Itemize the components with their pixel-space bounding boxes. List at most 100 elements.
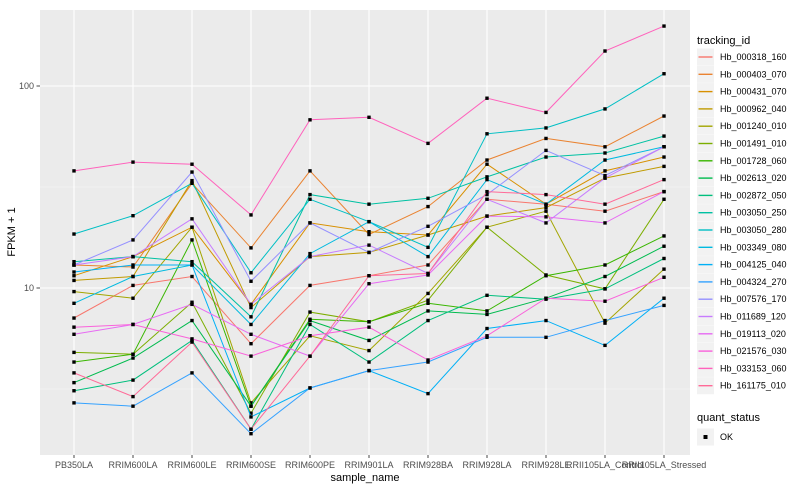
legend-item: Hb_000962_040 [697,100,787,118]
data-point-marker [603,274,607,279]
data-point-marker [308,386,312,390]
data-point-marker [485,309,489,313]
data-point-marker [249,427,253,431]
data-point-marker [662,197,666,201]
data-point-marker [131,263,135,267]
data-point-marker [544,192,548,197]
data-point-marker [485,214,489,218]
data-point-marker [603,263,607,267]
x-axis: PB350LA RRIM600LA RRIM600LE RRIM600SE RRIM60… [55,455,706,470]
series-Hb_161175_010 [72,177,666,431]
data-point-marker [603,49,607,53]
data-point-marker [131,274,135,279]
data-point-marker [72,301,76,305]
data-point-marker [485,189,489,194]
data-point-marker [544,110,548,115]
series-Hb_033153_060 [72,24,666,217]
legend-item: Hb_001728_060 [697,152,787,170]
legend-item: Hb_000431_070 [697,83,787,101]
data-point-marker [485,326,489,331]
legend-item-label: Hb_001240_010 [720,121,787,131]
legend-quant-label: OK [720,432,733,442]
data-point-marker [367,229,371,234]
legend-item: Hb_004125_040 [697,256,787,274]
data-point-marker [72,360,76,364]
data-point-marker [249,213,253,217]
data-point-marker [485,175,489,179]
legend-item: Hb_002872_050 [697,186,787,204]
legend-item-label: Hb_007576_170 [720,294,787,304]
data-point-marker [72,401,76,405]
data-point-marker [603,169,607,173]
legend-items: Hb_000318_160 Hb_000403_070 Hb_000431_070 H… [697,48,787,395]
x-tick-label: RRII105LA_Stressed [622,460,707,470]
legend-tracking-title: tracking_id [697,35,750,47]
data-point-marker [131,213,135,218]
data-point-marker [249,246,253,250]
x-tick-label: RRIM928LE [521,460,570,470]
series-Hb_003050_250 [72,134,666,319]
legend-item-label: Hb_004125_040 [720,260,787,270]
data-point-marker [426,271,430,276]
data-point-marker [72,289,76,294]
data-point-marker [190,340,194,344]
legend-item-label: Hb_000403_070 [720,69,787,79]
data-point-marker [662,114,666,118]
data-point-marker [367,243,371,247]
data-point-marker [662,189,666,194]
data-point-marker [72,380,76,385]
legend-item: Hb_003349_080 [697,238,787,256]
data-point-marker [249,354,253,358]
data-point-marker [367,338,371,343]
data-point-marker [131,394,135,399]
data-point-marker [426,301,430,305]
data-point-marker [190,225,194,229]
legend-item: Hb_001491_010 [697,135,787,152]
quant-status-square-icon [703,435,708,439]
data-point-marker [603,209,607,213]
legend-item: Hb_004324_270 [697,273,787,291]
data-point-marker [603,299,607,303]
data-point-marker [131,404,135,408]
data-point-marker [426,318,430,323]
data-point-marker [249,332,253,336]
legend-item-label: Hb_000962_040 [720,104,787,114]
data-point-marker [190,371,194,375]
data-point-marker [544,296,548,300]
data-point-marker [662,234,666,238]
data-point-marker [485,192,489,197]
data-point-marker [485,96,489,100]
data-point-marker [485,197,489,201]
legend-item: Hb_033153_060 [697,359,787,377]
plot-panel-group [40,10,690,455]
data-point-marker [662,303,666,308]
legend-quant-item: OK [697,428,733,446]
data-point-marker [367,202,371,206]
data-point-marker [72,274,76,278]
legend-item-label: Hb_001728_060 [720,156,787,166]
data-point-marker [662,296,666,300]
data-point-marker [544,209,548,213]
data-point-marker [72,169,76,173]
x-tick-label: RRIM901LA [344,460,393,470]
legend-item-label: Hb_000318_160 [720,52,787,62]
data-point-marker [544,318,548,323]
data-point-marker [662,275,666,279]
data-point-marker [426,360,430,364]
data-point-marker [603,173,607,178]
data-point-marker [544,274,548,278]
legend-item-label: Hb_021576_030 [720,346,787,356]
data-point-marker [308,251,312,256]
data-point-marker [662,155,666,159]
data-point-marker [131,254,135,259]
data-point-marker [603,221,607,225]
data-point-marker [72,278,76,283]
data-point-marker [249,431,253,436]
data-point-marker [308,334,312,338]
data-point-marker [367,348,371,353]
data-point-marker [544,205,548,210]
data-point-marker [249,302,253,307]
series-group [72,24,666,436]
